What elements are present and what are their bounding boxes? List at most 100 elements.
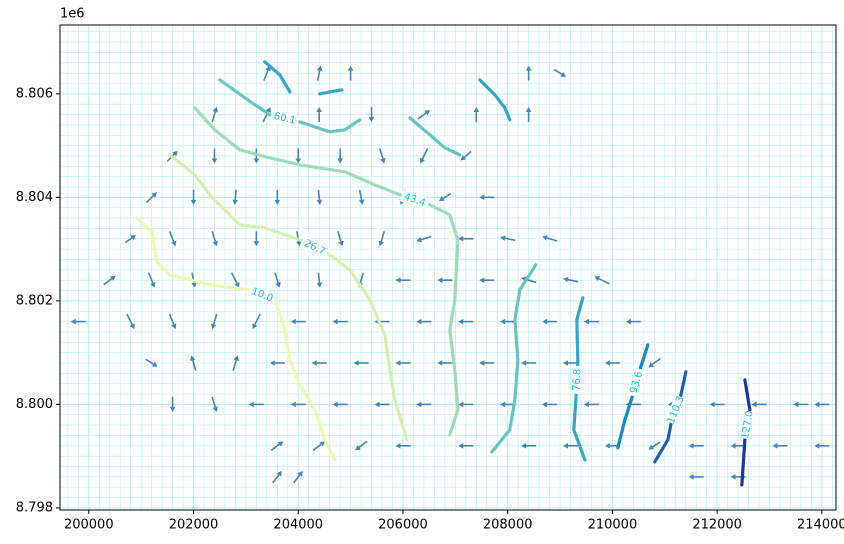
- arrow-head: [150, 281, 156, 288]
- arrow-shaft: [211, 231, 217, 242]
- arrow: [479, 277, 495, 283]
- arrow-shaft: [232, 360, 237, 371]
- arrow: [814, 401, 830, 408]
- arrow-head: [316, 282, 323, 288]
- arrow-shaft: [504, 237, 516, 242]
- arrow: [337, 148, 343, 164]
- contour-label-bg: [269, 109, 300, 128]
- arrow-head: [316, 65, 323, 72]
- arrow: [272, 470, 282, 484]
- arrow-head: [458, 318, 464, 325]
- arrow-head: [70, 318, 76, 325]
- arrow-head: [814, 443, 820, 449]
- arrow: [458, 443, 474, 449]
- arrow: [211, 396, 218, 412]
- arrow-head: [500, 401, 506, 408]
- arrow: [374, 401, 390, 408]
- arrow: [248, 401, 264, 408]
- arrow-shaft: [103, 278, 113, 286]
- arrow-head: [171, 240, 177, 247]
- arrow: [458, 235, 474, 242]
- arrow-head: [521, 443, 527, 449]
- arrow-head: [358, 199, 365, 205]
- arrow-head: [542, 401, 548, 408]
- contour-label-bg: [570, 365, 584, 395]
- arrow: [145, 192, 157, 204]
- arrow-head: [190, 199, 197, 205]
- arrow: [190, 355, 197, 371]
- arrow-head: [110, 275, 116, 281]
- y-tick-label: 8.800: [16, 397, 53, 412]
- arrow-shaft: [651, 357, 661, 366]
- arrow-head: [730, 443, 736, 449]
- arrow: [458, 318, 474, 325]
- arrow-head: [560, 71, 567, 77]
- arrow-shaft: [380, 231, 386, 242]
- arrow-head: [252, 323, 258, 330]
- arrow-head: [419, 157, 425, 164]
- arrow-head: [337, 158, 343, 164]
- arrow-shaft: [359, 272, 365, 284]
- x-tick-label: 214000: [797, 518, 844, 533]
- arrow: [232, 189, 238, 205]
- arrow: [473, 107, 480, 123]
- x-tick-label: 212000: [692, 518, 742, 533]
- y-tick-label: 8.798: [16, 500, 53, 515]
- arrow: [378, 231, 386, 247]
- arrow: [168, 313, 177, 330]
- y-tick-label: 8.802: [16, 293, 53, 308]
- arrow-shaft: [567, 278, 579, 283]
- arrow: [793, 401, 809, 408]
- arrow-head: [151, 192, 157, 198]
- arrow-head: [295, 158, 302, 164]
- arrow-shaft: [191, 360, 197, 371]
- arrow: [145, 358, 158, 367]
- arrow-head: [253, 241, 260, 247]
- arrow: [169, 396, 176, 412]
- arrow-head: [814, 401, 820, 408]
- contour-label-bg: [399, 189, 431, 210]
- arrow-head: [232, 199, 238, 205]
- arrow-shaft: [230, 272, 238, 284]
- arrow-head: [563, 276, 569, 283]
- arrow-head: [730, 474, 736, 480]
- x-tick-label: 208000: [483, 518, 533, 533]
- x-tick-label: 202000: [169, 518, 219, 533]
- arrow-head: [751, 401, 757, 408]
- arrow-shaft: [211, 396, 217, 408]
- arrow-head: [332, 318, 338, 325]
- arrow: [437, 360, 453, 366]
- arrow: [648, 357, 661, 368]
- arrow: [521, 360, 537, 366]
- arrow-head: [290, 401, 296, 408]
- arrow: [583, 318, 599, 325]
- arrow-head: [316, 107, 322, 113]
- arrow-head: [171, 323, 177, 330]
- contour-label: 76.8: [571, 368, 583, 391]
- arrow: [395, 443, 411, 449]
- arrow: [604, 360, 620, 366]
- arrow-head: [458, 235, 464, 242]
- arrow-head: [709, 401, 715, 408]
- arrow: [269, 360, 285, 366]
- arrow-head: [479, 194, 485, 201]
- arrow-head: [479, 360, 485, 366]
- contour-line: [168, 153, 409, 442]
- arrow-head: [316, 199, 323, 205]
- arrow: [211, 148, 218, 164]
- arrow: [542, 318, 558, 325]
- arrow-head: [648, 444, 655, 450]
- arrow: [379, 148, 386, 164]
- arrow: [210, 313, 218, 330]
- arrow-head: [479, 277, 485, 283]
- arrow-head: [234, 281, 240, 288]
- arrow-head: [604, 360, 610, 366]
- arrow-head: [437, 360, 443, 366]
- arrow-head: [265, 107, 271, 113]
- arrow-head: [525, 65, 532, 71]
- arrow: [688, 443, 704, 449]
- arrow-shaft: [358, 440, 368, 448]
- arrow-head: [233, 355, 239, 362]
- arrow-head: [525, 107, 532, 113]
